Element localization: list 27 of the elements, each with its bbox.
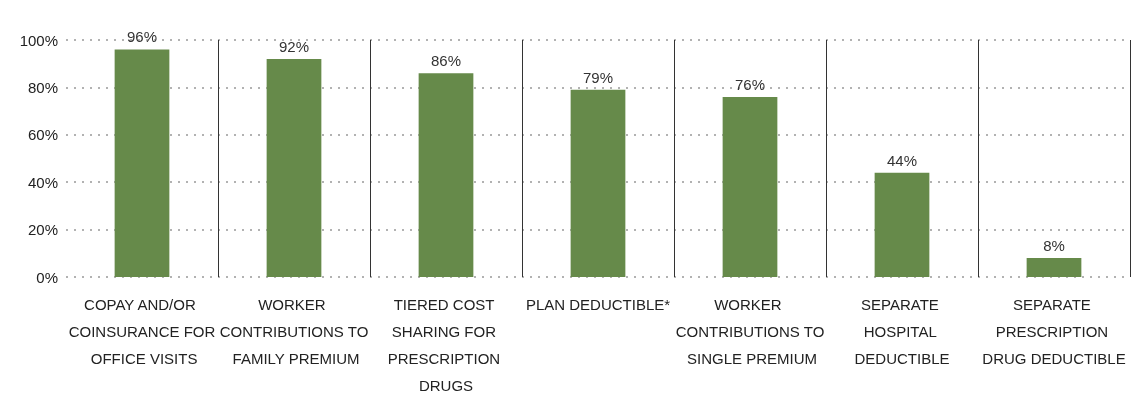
x-tick-label: SEPARATE PRESCRIPTION DRUG DEDUCTIBLE [982,296,1126,367]
x-tick-label: COPAY AND/OR COINSURANCE FOR OFFICE VISITS [68,296,216,367]
data-label: 79% [582,68,614,86]
x-tick-label: WORKER CONTRIBUTIONS TO FAMILY PREMIUM [219,296,369,367]
data-label: 8% [1043,237,1065,255]
data-label: 92% [278,37,310,55]
x-tick-label: SEPARATE HOSPITAL DEDUCTIBLE [854,296,950,367]
data-label: 96% [126,28,158,46]
data-label: 86% [430,52,462,70]
bar [570,89,626,277]
bar [114,49,170,277]
y-tick-label: 80% [27,78,58,96]
y-tick-label: 0% [36,268,58,286]
data-label: 44% [886,151,918,169]
data-label: 76% [734,75,766,93]
y-tick-label: 100% [19,31,58,49]
bar [266,58,322,277]
bar [722,96,778,277]
y-tick-label: 60% [27,126,58,144]
x-tick-label: WORKER CONTRIBUTIONS TO SINGLE PREMIUM [675,296,825,367]
x-tick-label: TIERED COST SHARING FOR PRESCRIPTION DRUGS [387,296,505,394]
bar [1026,258,1082,277]
x-tick-label: PLAN DEDUCTIBLE* [525,296,671,313]
y-tick-label: 20% [27,221,58,239]
y-tick-label: 40% [27,173,58,191]
bar [418,73,474,277]
bar [874,172,930,277]
